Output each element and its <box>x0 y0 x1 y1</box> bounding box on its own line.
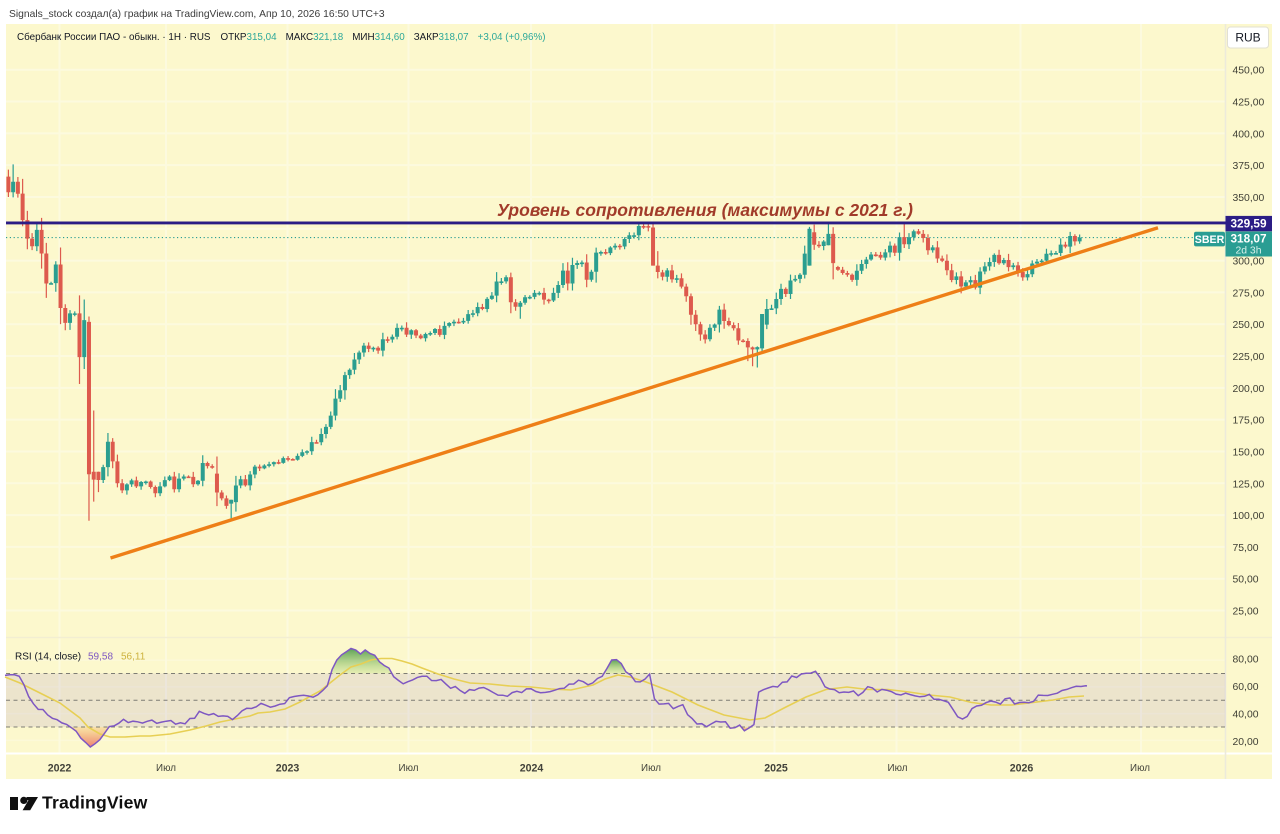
svg-text:Июл: Июл <box>641 763 661 774</box>
svg-text:SBER: SBER <box>1195 234 1225 246</box>
svg-text:50,00: 50,00 <box>1233 575 1259 586</box>
svg-text:318,07: 318,07 <box>1230 232 1267 246</box>
svg-text:250,00: 250,00 <box>1233 320 1265 331</box>
svg-text:Сбербанк России ПАО - обыкн. ·: Сбербанк России ПАО - обыкн. · 1Н · RUS О… <box>17 32 545 43</box>
svg-text:200,00: 200,00 <box>1233 384 1265 395</box>
svg-text:Уровень сопротивления (максиму: Уровень сопротивления (максимумы с 2021 … <box>497 200 913 220</box>
svg-text:450,00: 450,00 <box>1233 66 1265 77</box>
svg-text:225,00: 225,00 <box>1233 352 1265 363</box>
svg-text:56,11: 56,11 <box>121 652 146 663</box>
svg-text:Июл: Июл <box>1130 763 1150 774</box>
svg-text:375,00: 375,00 <box>1233 161 1265 172</box>
svg-text:20,00: 20,00 <box>1233 737 1259 748</box>
svg-text:59,58: 59,58 <box>88 652 113 663</box>
svg-text:425,00: 425,00 <box>1233 98 1265 109</box>
svg-text:Июл: Июл <box>156 763 176 774</box>
svg-text:100,00: 100,00 <box>1233 511 1265 522</box>
svg-text:Июл: Июл <box>888 763 908 774</box>
svg-text:125,00: 125,00 <box>1233 479 1265 490</box>
svg-text:2024: 2024 <box>520 763 544 775</box>
svg-text:RSI (14, close): RSI (14, close) <box>15 652 81 663</box>
svg-text:40,00: 40,00 <box>1233 710 1259 721</box>
svg-text:400,00: 400,00 <box>1233 129 1265 140</box>
svg-text:25,00: 25,00 <box>1233 607 1259 618</box>
svg-text:2026: 2026 <box>1010 763 1034 775</box>
svg-text:300,00: 300,00 <box>1233 257 1265 268</box>
svg-text:Июл: Июл <box>399 763 419 774</box>
svg-text:150,00: 150,00 <box>1233 447 1265 458</box>
svg-text:2022: 2022 <box>48 763 72 775</box>
svg-text:329,59: 329,59 <box>1230 217 1267 231</box>
svg-text:RUB: RUB <box>1235 31 1260 45</box>
svg-text:175,00: 175,00 <box>1233 416 1265 427</box>
svg-text:350,00: 350,00 <box>1233 193 1265 204</box>
svg-text:80,00: 80,00 <box>1233 655 1259 666</box>
svg-text:2025: 2025 <box>764 763 788 775</box>
svg-text:Signals_stock создал(а) график: Signals_stock создал(а) график на Tradin… <box>9 8 385 20</box>
svg-text:2d 3h: 2d 3h <box>1235 245 1261 256</box>
svg-text:TradingView: TradingView <box>42 793 148 813</box>
svg-text:275,00: 275,00 <box>1233 288 1265 299</box>
svg-text:2023: 2023 <box>276 763 300 775</box>
svg-text:60,00: 60,00 <box>1233 682 1259 693</box>
svg-text:75,00: 75,00 <box>1233 543 1259 554</box>
